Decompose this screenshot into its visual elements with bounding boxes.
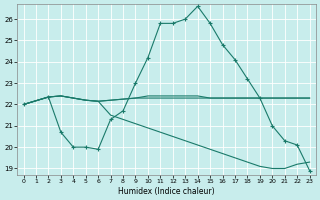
X-axis label: Humidex (Indice chaleur): Humidex (Indice chaleur) [118, 187, 215, 196]
